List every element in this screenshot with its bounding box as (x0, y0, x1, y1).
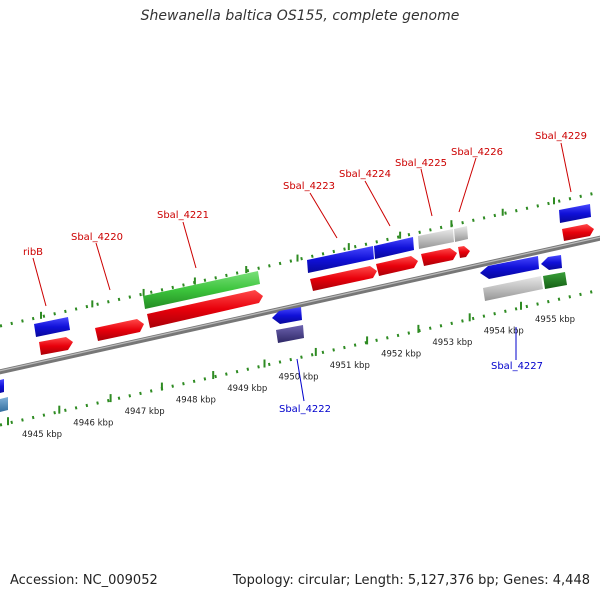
gene-sbal-4225-pseudo[interactable] (418, 229, 454, 249)
gene-sbal-4225[interactable] (421, 248, 457, 266)
gene-ribB-forward[interactable] (39, 337, 73, 355)
gene-sbal-4220[interactable] (95, 319, 144, 341)
scale-tick-label: 4951 kbp (330, 361, 370, 371)
gene-label-group: ribB Sbal_4220 Sbal_4221 Sbal_4223 Sbal_… (23, 131, 587, 415)
scale-tick-label: 4947 kbp (125, 407, 165, 417)
gene-dark-green[interactable] (543, 272, 567, 289)
gene-features (0, 204, 594, 413)
gene-sbal-4223[interactable] (310, 266, 377, 291)
gene-label-sbal-4225[interactable]: Sbal_4225 (395, 158, 447, 169)
gene-sbal-4222[interactable] (276, 325, 304, 343)
scale-ticks: 4945 kbp 4946 kbp 4947 kbp 4948 kbp 4949 kbp… (7, 197, 575, 440)
gene-label-sbal-4226[interactable]: Sbal_4226 (451, 147, 503, 158)
gene-label-sbal-4221[interactable]: Sbal_4221 (157, 210, 209, 221)
genome-backbone (0, 235, 600, 375)
gene-label-sbal-4220[interactable]: Sbal_4220 (71, 232, 123, 243)
gene-sbal-4224[interactable] (376, 256, 418, 276)
gene-sbal-4227-pseudo[interactable] (483, 276, 543, 301)
gene-sbal-4229[interactable] (562, 224, 594, 241)
gene-ribB-reverse[interactable] (34, 317, 70, 337)
gene-sbal-4222-reverse[interactable] (272, 307, 302, 324)
gene-sbal-4223-reverse[interactable] (307, 246, 374, 273)
gene-label-sbal-4224[interactable]: Sbal_4224 (339, 169, 391, 180)
gene-label-sbal-4227[interactable]: Sbal_4227 (491, 361, 543, 372)
gene-sbal-4221[interactable] (147, 290, 263, 328)
scale-tick-label: 4950 kbp (279, 372, 319, 382)
genome-title: Shewanella baltica OS155, complete genom… (140, 8, 460, 24)
scale-tick-label: 4955 kbp (535, 315, 575, 325)
scale-tick-label: 4949 kbp (227, 384, 267, 394)
scale-tick-label: 4954 kbp (484, 326, 524, 336)
gene-reverse-small[interactable] (541, 255, 562, 270)
gene-label-sbal-4229[interactable]: Sbal_4229 (535, 131, 587, 142)
scale-tick-label: 4945 kbp (22, 430, 62, 440)
label-leaders (32, 142, 572, 402)
gene-label-sbal-4222[interactable]: Sbal_4222 (279, 404, 331, 415)
scale-tick-label: 4946 kbp (73, 419, 113, 429)
accession-text: Accession: NC_009052 (10, 573, 158, 588)
gene-sbal-4221-rna[interactable] (143, 271, 260, 309)
gene-label-sbal-4223[interactable]: Sbal_4223 (283, 181, 335, 192)
gene-sbal-4226-pseudo[interactable] (454, 226, 468, 242)
gene-reverse-partial[interactable] (0, 379, 4, 394)
gene-sbal-4226[interactable] (458, 246, 470, 258)
gene-sbal-4224-reverse[interactable] (374, 237, 414, 259)
gene-sbal-4229-reverse[interactable] (559, 204, 591, 223)
scale-tick-label: 4953 kbp (432, 338, 472, 348)
gene-partial-steel[interactable] (0, 397, 8, 413)
gene-sbal-4227-reverse[interactable] (480, 256, 539, 279)
gene-label-ribb[interactable]: ribB (23, 247, 43, 258)
genome-backbone-highlight (0, 236, 600, 372)
genome-summary-text: Topology: circular; Length: 5,127,376 bp… (232, 573, 590, 588)
scale-tick-label: 4948 kbp (176, 396, 216, 406)
scale-tick-label: 4952 kbp (381, 349, 421, 359)
